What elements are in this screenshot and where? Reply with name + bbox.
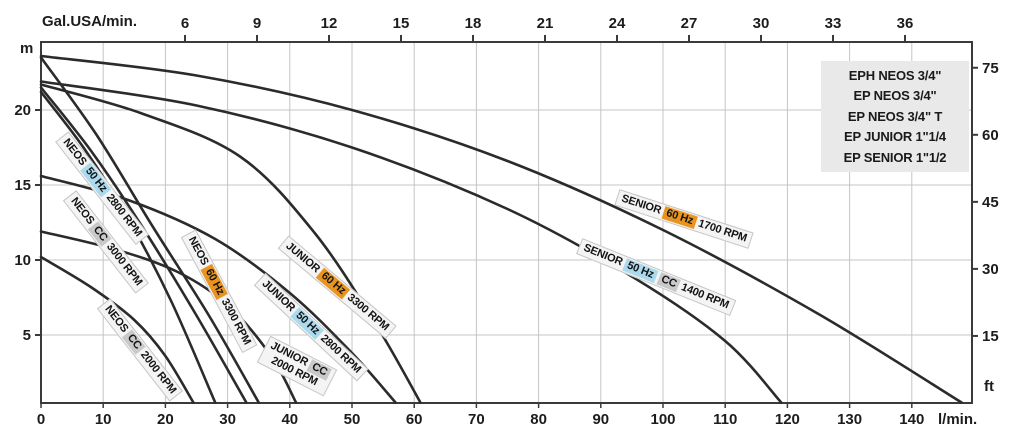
curve-senior-60hz <box>39 54 963 404</box>
legend-item: EP JUNIOR 1"1/4 <box>844 129 946 145</box>
right-axis-unit-label: ft <box>984 378 994 395</box>
tick-label: 120 <box>775 411 800 428</box>
legend-item: EPH NEOS 3/4" <box>848 68 942 83</box>
tick-label: 20 <box>14 102 31 119</box>
tick-label: 90 <box>592 411 609 428</box>
tick-label: 20 <box>157 411 174 428</box>
curve-neos-60hz <box>39 56 260 404</box>
tick-label: 30 <box>753 15 770 32</box>
legend-box: EPH NEOS 3/4" EP NEOS 3/4" EP NEOS 3/4" T E… <box>821 61 969 173</box>
tick-label: 110 <box>713 411 737 428</box>
tick-label: 18 <box>465 15 482 32</box>
tick-label: 15 <box>393 15 410 32</box>
tick-label: 12 <box>321 15 338 32</box>
tick-label: 60 <box>406 411 423 428</box>
legend-item: EP SENIOR 1"1/2 <box>843 149 947 165</box>
plot-frame <box>40 41 973 404</box>
tick-label: 30 <box>219 411 236 428</box>
tick-label: 10 <box>95 411 112 428</box>
tick-label: 0 <box>37 411 45 428</box>
tick-label: 50 <box>344 411 361 428</box>
tick-label: 30 <box>982 261 999 278</box>
tick-label: 6 <box>181 15 189 32</box>
tick-label: 40 <box>281 411 298 428</box>
tick-label: 80 <box>530 411 547 428</box>
legend-item: EP NEOS 3/4" T <box>847 108 943 124</box>
bottom-axis-unit-label: l/min. <box>938 411 978 428</box>
tick-label: 15 <box>982 328 999 345</box>
top-axis-unit-label: Gal.USA/min. <box>42 13 138 30</box>
curve-senior-50hz-cc <box>39 80 783 404</box>
tick-label: 140 <box>899 411 924 428</box>
tick-label: 36 <box>897 15 914 32</box>
legend-item: EP NEOS 3/4" <box>853 88 937 104</box>
tick-label: 75 <box>982 60 999 77</box>
curve-neos-cc-2000 <box>39 255 195 404</box>
tick-label: 60 <box>982 127 999 144</box>
tick-label: 70 <box>468 411 485 428</box>
tick-label: 10 <box>14 252 31 269</box>
tick-label: 130 <box>837 411 862 428</box>
tick-label: 21 <box>537 15 554 32</box>
tick-label: 45 <box>982 194 999 211</box>
tick-label: 24 <box>609 15 626 32</box>
tick-label: 27 <box>681 15 698 32</box>
tick-label: 15 <box>14 177 31 194</box>
left-axis-unit-label: m <box>20 40 34 57</box>
tick-label: 5 <box>23 327 31 344</box>
tick-label: 9 <box>253 15 261 32</box>
tick-label: 100 <box>650 411 675 428</box>
tick-label: 33 <box>825 15 842 32</box>
